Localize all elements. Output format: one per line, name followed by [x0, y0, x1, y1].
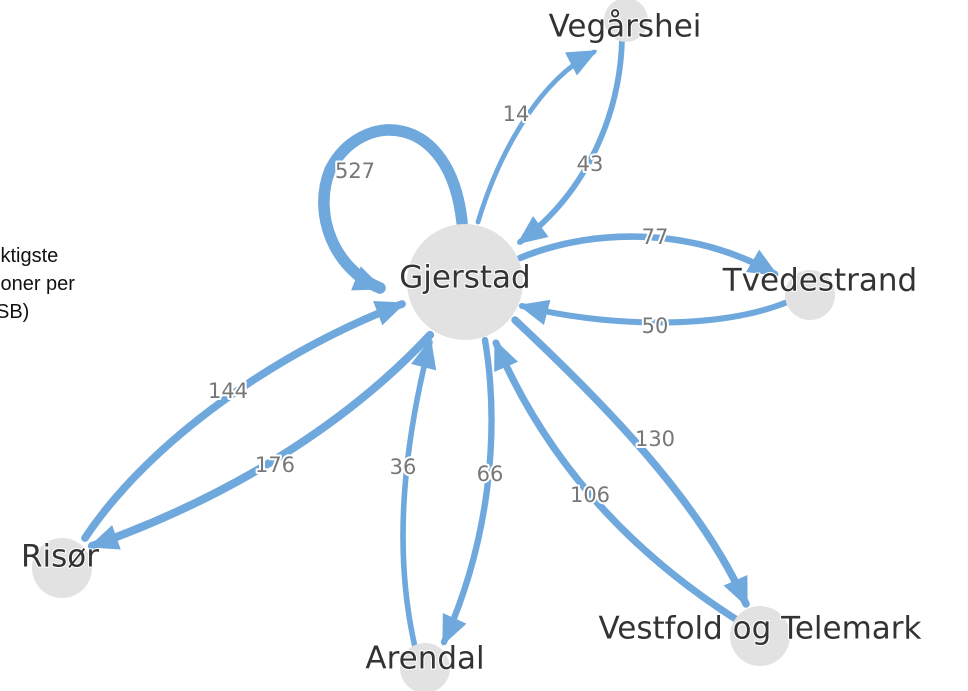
edge-label: 176	[255, 453, 295, 477]
node	[730, 606, 790, 666]
edge-labels: 527 14 43 77 50 144 176 36 66 130 106	[206, 100, 677, 509]
edge	[518, 297, 795, 326]
edge-label: 14	[503, 102, 530, 126]
edge	[440, 336, 495, 646]
edge	[516, 233, 779, 278]
intro-line: SB)	[0, 301, 29, 323]
edge-label: 144	[208, 379, 248, 403]
intro-line: iktigste	[0, 245, 58, 267]
edge-label: 36	[390, 455, 417, 479]
nodes	[32, 0, 835, 691]
edge-label: 77	[642, 225, 669, 249]
edge-label: 130	[635, 427, 675, 451]
edge	[475, 49, 598, 225]
edges	[81, 37, 795, 650]
node	[407, 224, 523, 340]
node-label: Risør	[21, 539, 99, 575]
edge	[318, 124, 468, 294]
node-labels: Gjerstad Vegårshei Tvedestrand Risør Are…	[20, 8, 923, 678]
edge	[400, 338, 437, 650]
edge	[511, 316, 750, 608]
edge-label: 527	[335, 159, 375, 183]
edge-label: 106	[570, 483, 610, 507]
node-label: Arendal	[365, 641, 484, 677]
edge-label: 50	[642, 314, 669, 338]
node	[32, 538, 92, 598]
edge	[516, 37, 625, 245]
node	[604, 0, 648, 42]
edge	[87, 330, 435, 551]
node-label: Vegårshei	[549, 9, 702, 45]
edge-label: 43	[577, 152, 604, 176]
node-label: Vestfold og Telemark	[598, 611, 921, 647]
node-label: Gjerstad	[399, 260, 530, 296]
edge	[492, 339, 749, 629]
node-label: Tvedestrand	[722, 263, 917, 299]
edge-label: 66	[477, 462, 504, 486]
node	[785, 270, 835, 320]
intro-line: joner per	[0, 273, 75, 295]
edge	[81, 300, 406, 542]
node	[400, 643, 450, 691]
